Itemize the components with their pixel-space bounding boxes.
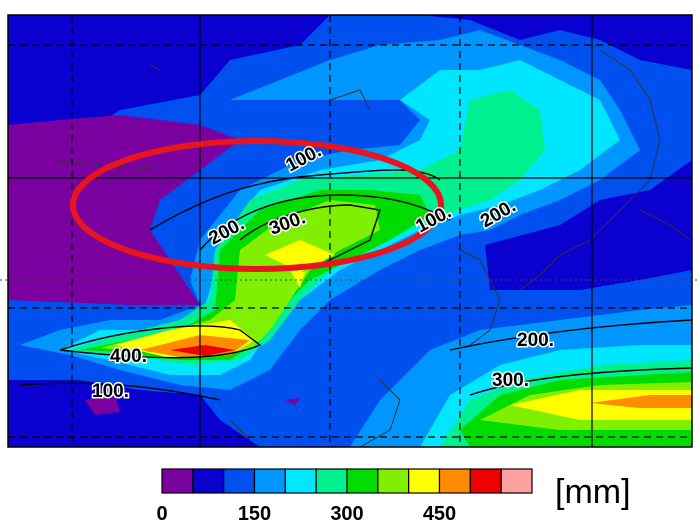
colorbar-box <box>408 468 441 494</box>
map-frame <box>7 14 693 448</box>
precipitation-field <box>8 15 692 447</box>
colorbar-tick-label: 150 <box>238 503 271 525</box>
colorbar-box <box>192 468 225 494</box>
colorbar-box <box>223 468 256 494</box>
colorbar-box <box>346 468 379 494</box>
colorbar-tick-label: 450 <box>423 503 456 525</box>
contour-label: 300. <box>492 370 529 391</box>
colorbar-box <box>438 468 471 494</box>
colorbar-box <box>253 468 286 494</box>
colorbar-tick-label: 300 <box>330 503 363 525</box>
colorbar-box <box>284 468 317 494</box>
contour-label: 100. <box>92 381 129 402</box>
graticule <box>8 15 692 447</box>
contour-label: 200. <box>517 330 554 351</box>
colorbar-box <box>315 468 348 494</box>
colorbar-box <box>161 468 194 494</box>
colorbar-tick-label: 0 <box>156 503 167 525</box>
colorbar-box <box>469 468 502 494</box>
contour-label: 400. <box>110 346 147 367</box>
highlight-ellipse <box>70 138 444 272</box>
colorbar-box <box>377 468 410 494</box>
colorbar-unit: [mm] <box>555 473 631 511</box>
colorbar-box <box>500 468 533 494</box>
